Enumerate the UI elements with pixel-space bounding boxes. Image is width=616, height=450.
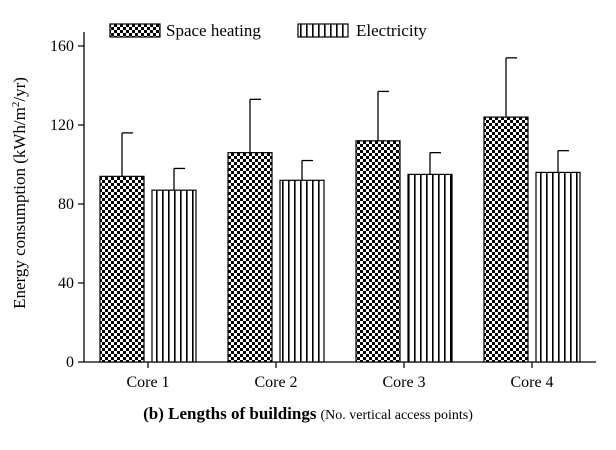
bar-electricity xyxy=(151,189,197,363)
bar-space-heating xyxy=(227,152,273,363)
caption-title: (b) Lengths of buildings xyxy=(143,404,317,423)
x-tick-label: Core 2 xyxy=(254,374,297,391)
error-bars xyxy=(121,57,569,191)
y-tick-label: 120 xyxy=(50,117,74,134)
y-axis-label-superscript: 2 xyxy=(10,102,22,108)
bar-space-heating xyxy=(355,140,401,363)
bar-electricity xyxy=(407,173,453,363)
y-axis-label: Energy consumption (kWh/m2/yr) xyxy=(10,77,29,309)
legend-swatch xyxy=(297,23,349,38)
y-tick-label: 40 xyxy=(58,275,74,292)
y-tick-label: 160 xyxy=(50,38,74,55)
legend-label: Electricity xyxy=(356,21,427,40)
y-tick-label: 80 xyxy=(58,196,74,213)
bar-space-heating xyxy=(99,175,145,363)
x-tick-label: Core 4 xyxy=(510,374,553,391)
chart-caption: (b) Lengths of buildings (No. vertical a… xyxy=(0,404,616,424)
legend-swatch xyxy=(109,23,161,38)
bar-chart: Space heating Electricity 0 40 80 120 160 Core… xyxy=(10,21,596,391)
bar-electricity xyxy=(535,171,581,363)
bar-electricity xyxy=(279,179,325,363)
y-tick-label: 0 xyxy=(66,354,74,371)
x-tick-label: Core 1 xyxy=(126,374,169,391)
bars xyxy=(99,116,581,363)
caption-note: (No. vertical access points) xyxy=(320,408,473,423)
bar-space-heating xyxy=(483,116,529,363)
x-tick-label: Core 3 xyxy=(382,374,425,391)
legend-label: Space heating xyxy=(166,21,261,40)
legend: Space heating Electricity xyxy=(109,21,427,40)
axes: 0 40 80 120 160 Core 1 Core 2 Core 3 Core 4 xyxy=(50,32,596,391)
